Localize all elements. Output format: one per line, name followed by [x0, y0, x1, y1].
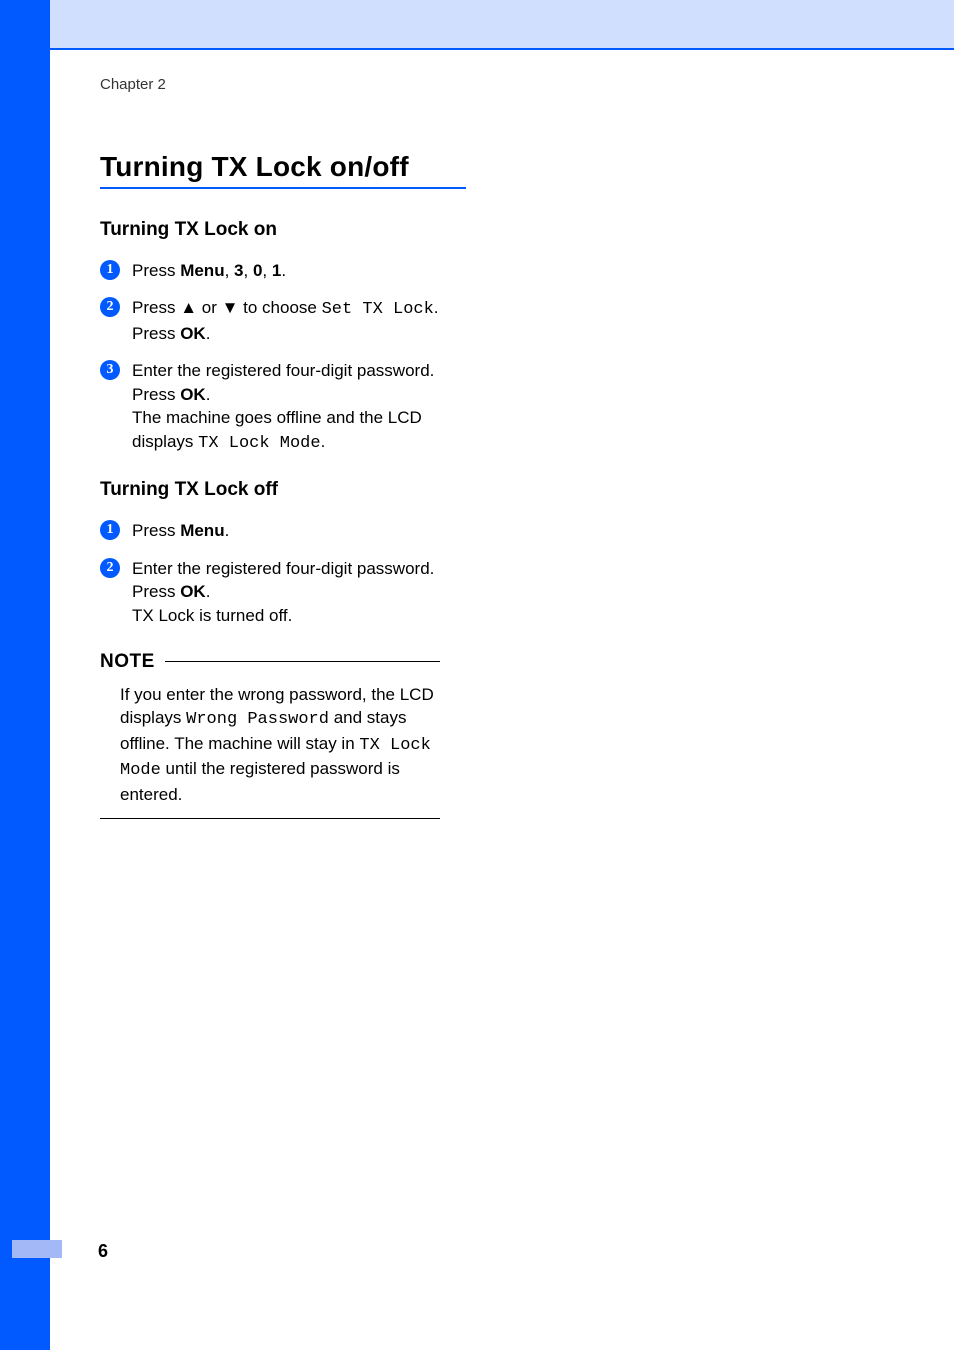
subhead-tx-lock-on: Turning TX Lock on: [100, 219, 820, 241]
note-header: NOTE: [100, 651, 440, 673]
left-blue-sidebar: [0, 0, 50, 1350]
note-block: NOTE If you enter the wrong password, th…: [100, 651, 440, 819]
step-body: Press Menu.: [132, 519, 440, 542]
step-number-bullet: 1: [100, 260, 120, 280]
steps-tx-lock-off: 1 Press Menu. 2 Enter the registered four-d…: [100, 519, 440, 627]
step-item: 1 Press Menu, 3, 0, 1.: [100, 259, 440, 282]
step-body: Enter the registered four-digit password…: [132, 557, 440, 627]
step-number-bullet: 2: [100, 558, 120, 578]
step-item: 2 Enter the registered four-digit passwor…: [100, 557, 440, 627]
note-label: NOTE: [100, 651, 155, 673]
step-number-bullet: 3: [100, 360, 120, 380]
step-number-bullet: 1: [100, 520, 120, 540]
footer-tab: [12, 1240, 62, 1258]
page-content: Chapter 2 Turning TX Lock on/off Turning…: [100, 76, 820, 819]
top-header-bar: [50, 0, 954, 50]
note-rule-bottom: [100, 818, 440, 819]
title-underline: [100, 187, 466, 189]
subhead-tx-lock-off: Turning TX Lock off: [100, 479, 820, 501]
step-body: Press ▲ or ▼ to choose Set TX Lock.Press…: [132, 296, 440, 345]
section-title: Turning TX Lock on/off: [100, 151, 820, 183]
step-item: 2 Press ▲ or ▼ to choose Set TX Lock.Pres…: [100, 296, 440, 345]
chapter-label: Chapter 2: [100, 76, 820, 93]
note-body: If you enter the wrong password, the LCD…: [120, 683, 440, 806]
step-item: 3 Enter the registered four-digit passwor…: [100, 359, 440, 455]
step-body: Press Menu, 3, 0, 1.: [132, 259, 440, 282]
step-number-bullet: 2: [100, 297, 120, 317]
step-body: Enter the registered four-digit password…: [132, 359, 440, 455]
step-item: 1 Press Menu.: [100, 519, 440, 542]
steps-tx-lock-on: 1 Press Menu, 3, 0, 1. 2 Press ▲ or ▼ to ch…: [100, 259, 440, 455]
note-rule-top: [165, 661, 440, 662]
page-number: 6: [98, 1241, 108, 1262]
